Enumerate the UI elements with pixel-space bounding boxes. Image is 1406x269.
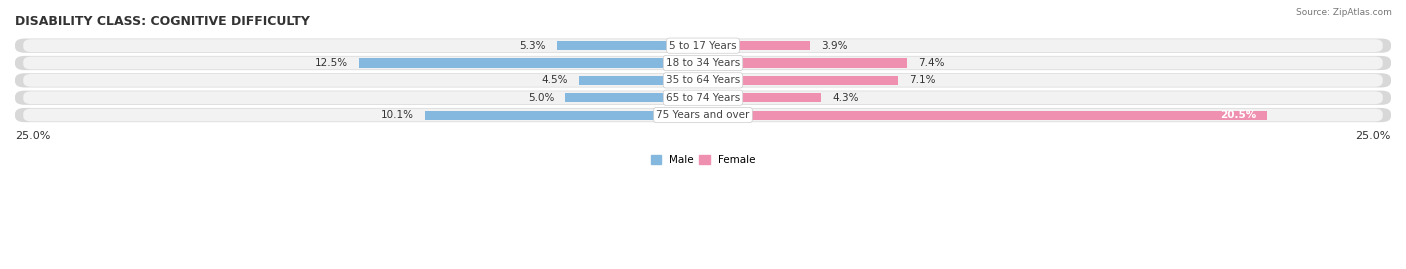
Text: 3.9%: 3.9% <box>821 41 848 51</box>
FancyBboxPatch shape <box>24 74 1382 87</box>
Text: 25.0%: 25.0% <box>15 131 51 141</box>
FancyBboxPatch shape <box>24 109 1382 122</box>
Text: 35 to 64 Years: 35 to 64 Years <box>666 75 740 85</box>
Text: 5 to 17 Years: 5 to 17 Years <box>669 41 737 51</box>
FancyBboxPatch shape <box>15 91 1391 105</box>
Bar <box>359 58 703 68</box>
Bar <box>565 93 703 102</box>
FancyBboxPatch shape <box>24 39 1382 52</box>
Bar <box>557 41 703 50</box>
Text: 18 to 34 Years: 18 to 34 Years <box>666 58 740 68</box>
Text: Source: ZipAtlas.com: Source: ZipAtlas.com <box>1296 8 1392 17</box>
FancyBboxPatch shape <box>24 56 1382 69</box>
Bar <box>703 41 810 50</box>
Text: 5.3%: 5.3% <box>520 41 546 51</box>
FancyBboxPatch shape <box>15 38 1391 53</box>
Text: 20.5%: 20.5% <box>1220 110 1256 120</box>
Bar <box>579 76 703 85</box>
Text: 10.1%: 10.1% <box>381 110 413 120</box>
Text: 4.3%: 4.3% <box>832 93 859 103</box>
Bar <box>703 76 898 85</box>
Bar <box>703 93 821 102</box>
FancyBboxPatch shape <box>15 73 1391 87</box>
FancyBboxPatch shape <box>24 91 1382 104</box>
Text: 25.0%: 25.0% <box>1355 131 1391 141</box>
Text: 7.4%: 7.4% <box>918 58 945 68</box>
Bar <box>703 58 907 68</box>
Text: 75 Years and over: 75 Years and over <box>657 110 749 120</box>
Text: 5.0%: 5.0% <box>529 93 554 103</box>
Bar <box>425 111 703 119</box>
Legend: Male, Female: Male, Female <box>651 155 755 165</box>
Text: 4.5%: 4.5% <box>541 75 568 85</box>
Text: DISABILITY CLASS: COGNITIVE DIFFICULTY: DISABILITY CLASS: COGNITIVE DIFFICULTY <box>15 15 309 28</box>
Bar <box>703 111 1267 119</box>
Text: 7.1%: 7.1% <box>910 75 936 85</box>
FancyBboxPatch shape <box>15 108 1391 122</box>
Text: 12.5%: 12.5% <box>315 58 349 68</box>
FancyBboxPatch shape <box>15 56 1391 70</box>
Text: 65 to 74 Years: 65 to 74 Years <box>666 93 740 103</box>
